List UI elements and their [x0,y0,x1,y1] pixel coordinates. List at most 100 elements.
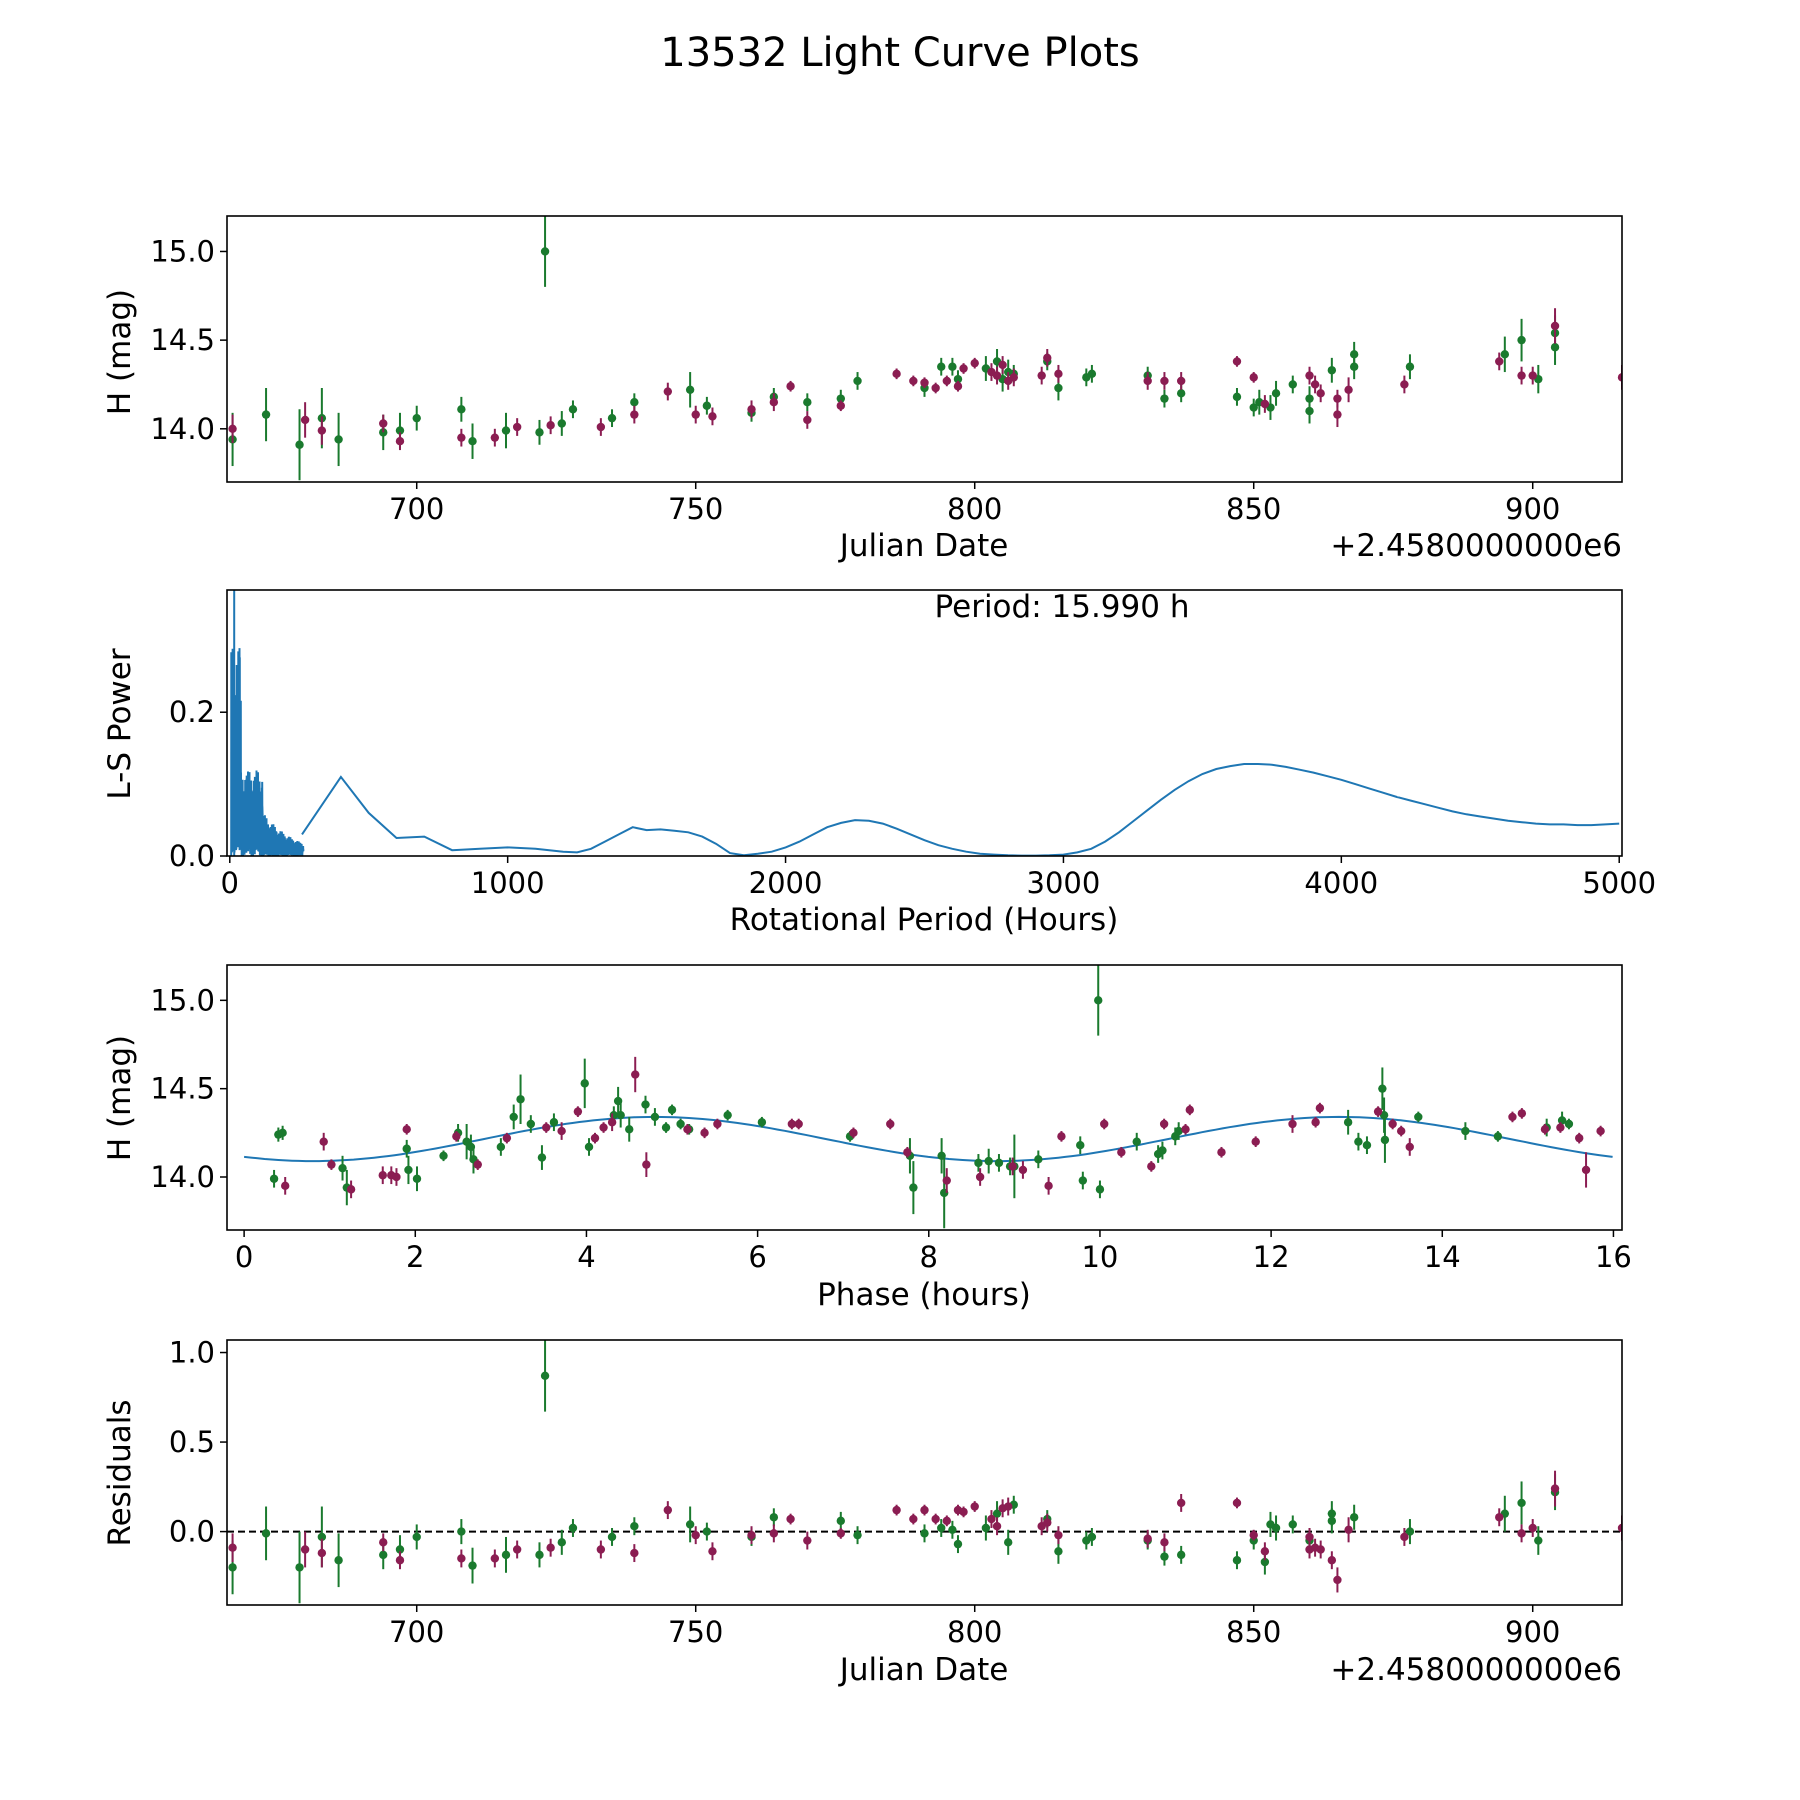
lightcurve-point-green [685,385,695,394]
residuals-point-magenta [490,1554,500,1563]
phased-point-magenta [599,1123,608,1132]
lightcurve-point-magenta [1054,369,1063,379]
phased-point-magenta [280,1181,290,1191]
phased-point-magenta [903,1148,912,1157]
phased-point-green [1076,1141,1085,1150]
phased-point-magenta [700,1128,709,1138]
phased-point-magenta [452,1132,461,1141]
phased-point-green [338,1163,347,1173]
residuals-point-green [1405,1527,1415,1536]
lightcurve-point-magenta [1333,410,1342,419]
phased-point-magenta [1217,1148,1226,1157]
phased-xtick-label: 2 [406,1240,424,1274]
residuals-point-green [1260,1557,1270,1567]
phased-point-magenta [975,1172,985,1182]
phased-point-magenta [346,1185,356,1194]
residuals-point-magenta [769,1529,779,1538]
residuals-panel: Julian Date Residuals +2.4580000000e6 70… [102,1336,1623,1688]
phased-point-magenta [1405,1142,1414,1152]
figure-title: 13532 Light Curve Plots [660,30,1139,76]
lightcurve-point-magenta [892,369,901,379]
lightcurve-point-magenta [1232,357,1242,366]
phased-point-green [402,1144,411,1153]
residuals-point-magenta [395,1556,405,1565]
lightcurve-point-magenta [1517,371,1526,380]
residuals-ytick-label: 0.0 [169,1515,215,1549]
residuals-point-magenta [1160,1538,1169,1547]
residuals-point-magenta [959,1507,968,1517]
residuals-point-green [261,1529,271,1538]
residuals-point-green [1054,1547,1063,1556]
residuals-point-magenta [1495,1513,1504,1522]
lightcurve-point-magenta [920,378,929,387]
phased-point-green [909,1183,918,1192]
lightcurve-point-magenta [1550,321,1560,331]
residuals-point-green [948,1525,957,1534]
phased-point-green [1343,1118,1353,1127]
periodogram-plot-area [230,590,1620,856]
periodogram-xtick-label: 2000 [749,866,823,900]
residuals-point-green [1087,1532,1097,1542]
phased-point-magenta [607,1118,617,1127]
residuals-point-green [981,1523,991,1533]
phased-point-green [1034,1155,1043,1164]
lightcurve-point-magenta [1305,371,1314,380]
residuals-point-green [468,1561,477,1570]
phased-point-green [580,1079,589,1088]
phased-plot-area [243,965,1613,1229]
lightcurve-point-green [457,405,466,414]
lightcurve-point-magenta [1043,353,1052,363]
lightcurve-point-magenta [992,371,1002,380]
lightcurve-point-green [1349,350,1359,359]
lightcurve-point-green [557,419,566,428]
lightcurve-point-magenta [953,382,963,391]
residuals-point-magenta [836,1529,845,1538]
period-annotation: Period: 15.990 h [935,589,1190,625]
lightcurve-point-magenta [1037,371,1046,380]
lightcurve-point-green [1232,392,1242,402]
residuals-point-magenta [803,1536,812,1545]
periodogram-line [230,590,1620,856]
phased-point-green [1158,1146,1167,1155]
residuals-point-magenta [1528,1523,1537,1533]
phased-point-magenta [1315,1103,1325,1113]
lightcurve-point-magenta [970,358,979,368]
phased-point-magenta [1288,1119,1297,1129]
residuals-point-magenta [987,1514,996,1524]
phased-point-magenta [1396,1126,1406,1136]
residuals-point-green [607,1532,617,1542]
lightcurve-point-magenta [836,401,845,410]
lightcurve-point-magenta [512,422,522,432]
phased-point-magenta [1147,1162,1156,1171]
lightcurve-xtick-label: 800 [947,492,1002,526]
phased-point-magenta [1181,1125,1190,1134]
phased-point-green [404,1165,413,1175]
phased-xtick-label: 4 [577,1240,595,1274]
phased-point-green [994,1158,1004,1168]
residuals-point-green [395,1545,405,1554]
lightcurve-point-magenta [1249,373,1258,382]
residuals-point-green [557,1538,566,1547]
residuals-point-magenta [1176,1498,1186,1508]
residuals-point-magenta [992,1522,1002,1531]
residuals-point-green [501,1550,511,1560]
phased-point-magenta [1373,1107,1383,1116]
residuals-point-magenta [1327,1556,1337,1565]
phased-point-green [1132,1137,1141,1146]
lightcurve-point-green [1087,369,1097,379]
phased-point-green [278,1128,287,1138]
phased-point-green [526,1119,536,1129]
phased-point-magenta [1596,1126,1605,1136]
lightcurve-point-magenta [1344,385,1353,394]
phased-point-green [1094,996,1103,1005]
phased-point-magenta [942,1176,951,1185]
lightcurve-point-green [702,401,712,410]
lightcurve-point-magenta [959,364,968,373]
phased-ytick-label: 14.0 [150,1160,215,1194]
lightcurve-point-green [535,428,544,437]
lightcurve-point-magenta [1495,357,1504,366]
phased-point-magenta [1575,1133,1584,1143]
residuals-point-magenta [691,1530,700,1540]
phased-model-curve [243,1115,1613,1163]
residuals-point-green [228,1563,237,1572]
